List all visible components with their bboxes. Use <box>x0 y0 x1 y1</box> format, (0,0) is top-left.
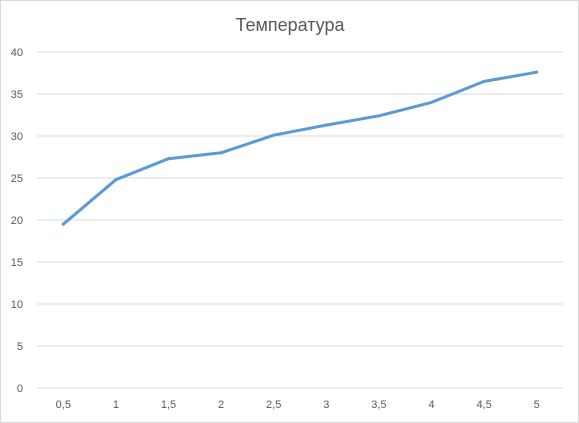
data-point <box>61 222 65 226</box>
data-point <box>219 151 223 155</box>
x-tick-label: 4,5 <box>476 399 491 411</box>
x-tick-label: 5 <box>534 399 540 411</box>
y-tick-label: 40 <box>11 47 23 59</box>
x-tick-label: 2 <box>218 399 224 411</box>
series-line <box>61 70 539 226</box>
y-tick-label: 15 <box>11 257 23 269</box>
series-layer <box>61 70 539 226</box>
y-tick-label: 30 <box>11 131 23 143</box>
y-tick-label: 5 <box>17 341 23 353</box>
data-point <box>272 133 276 137</box>
y-tick-label: 0 <box>17 383 23 395</box>
x-tick-label: 3 <box>323 399 329 411</box>
y-tick-label: 20 <box>11 215 23 227</box>
y-tick-label: 35 <box>11 89 23 101</box>
x-tick-label: 1 <box>113 399 119 411</box>
x-tick-label: 3,5 <box>371 399 386 411</box>
x-tick-label: 2,5 <box>266 399 281 411</box>
y-tick-label: 25 <box>11 173 23 185</box>
x-tick-label: 1,5 <box>161 399 176 411</box>
data-point <box>377 114 381 118</box>
y-tick-label: 10 <box>11 299 23 311</box>
gridlines <box>37 51 563 389</box>
data-point <box>114 178 118 182</box>
data-point <box>430 100 433 104</box>
data-point <box>535 70 539 74</box>
y-axis-tick-labels: 0 5 10 15 20 25 30 35 40 <box>11 47 23 395</box>
chart-title: Температура <box>235 15 345 35</box>
data-point <box>482 79 486 83</box>
data-point <box>167 157 170 161</box>
x-axis-tick-labels: 0,5 1 1,5 2 2,5 3 3,5 4 4,5 5 <box>56 399 540 411</box>
x-tick-label: 4 <box>428 399 434 411</box>
x-tick-label: 0,5 <box>56 399 71 411</box>
data-point <box>324 123 328 127</box>
